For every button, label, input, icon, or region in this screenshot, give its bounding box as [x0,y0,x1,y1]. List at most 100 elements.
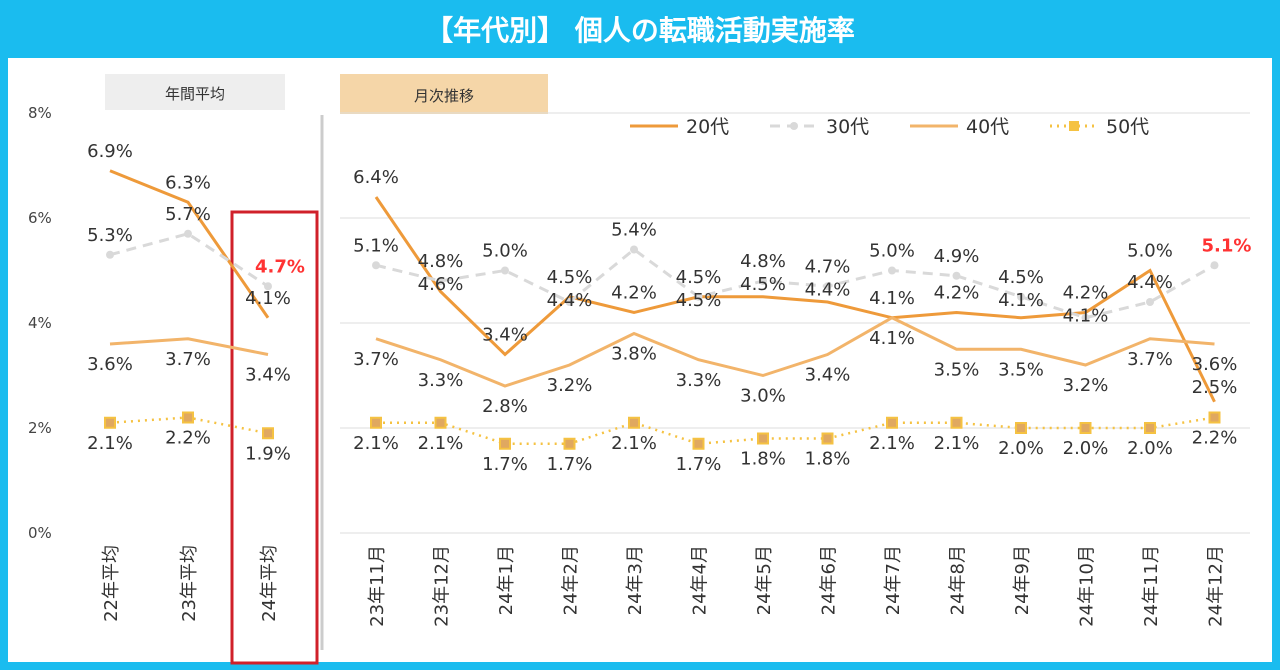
x-tick-label: 24年10月 [1077,545,1098,627]
data-label: 4.8% [418,251,464,272]
x-tick-label: 24年12月 [1206,545,1227,627]
x-tick-label: 23年平均 [179,545,200,622]
data-point [823,282,832,291]
data-point [694,292,703,301]
data-label: 2.1% [353,433,399,454]
panel-label-annual: 年間平均 [165,85,225,103]
data-point [184,229,192,238]
y-tick-label: 8% [28,104,52,122]
chart-title: 【年代別】 個人の転職活動実施率 [0,0,1280,58]
data-label: 3.6% [1192,354,1238,375]
data-point [182,411,194,424]
data-label: 5.7% [165,204,211,225]
x-tick-label: 24年平均 [259,545,280,622]
y-tick-label: 0% [28,524,52,542]
series-line-40代 [109,337,269,356]
data-point [628,416,640,429]
data-label: 4.7% [805,256,851,277]
x-tick-label: 24年6月 [819,545,840,615]
data-label: 4.5% [998,267,1044,288]
data-label: 3.7% [1127,349,1173,370]
data-point [262,427,274,440]
data-label: 4.5% [740,274,786,295]
data-point [1081,313,1090,322]
x-tick-label: 24年4月 [690,545,711,615]
x-tick-label: 22年平均 [101,545,122,622]
data-label: 4.5% [547,267,593,288]
data-label: 4.2% [611,283,657,304]
data-label: 4.7% [255,256,305,277]
data-point [370,416,382,429]
x-tick-label: 24年3月 [625,545,646,615]
data-label: 5.4% [611,220,657,241]
data-label: 5.1% [353,235,399,256]
data-label: 4.1% [998,290,1044,311]
data-label: 2.5% [1192,377,1238,398]
data-point [952,271,961,280]
data-label: 3.4% [482,325,528,346]
legend-marker [1069,121,1079,131]
x-tick-label: 24年5月 [754,545,775,615]
data-label: 2.1% [418,433,464,454]
data-label: 2.0% [998,438,1044,459]
data-point [692,437,705,450]
data-label: 2.1% [934,433,980,454]
data-label: 6.4% [353,167,399,188]
data-label: 3.7% [165,349,211,370]
data-point [372,261,380,270]
legend-marker [790,122,798,130]
x-tick-label: 24年9月 [1012,545,1033,615]
data-label: 2.2% [165,428,211,449]
data-point [950,416,963,429]
legend-label: 30代 [826,116,869,138]
data-label: 2.1% [869,433,915,454]
data-label: 3.8% [611,344,657,365]
data-label: 2.1% [611,433,657,454]
data-label: 3.4% [245,365,291,386]
data-label: 4.1% [1063,306,1109,327]
data-label: 3.7% [353,349,399,370]
data-label: 5.0% [869,241,915,262]
data-label: 1.7% [482,454,528,475]
data-label: 4.5% [676,290,722,311]
data-label: 3.5% [998,359,1044,380]
data-label: 3.3% [676,370,722,391]
x-tick-label: 24年1月 [496,545,517,615]
data-point [1079,422,1092,434]
legend-label: 20代 [686,116,729,138]
y-tick-label: 6% [28,209,52,227]
data-label: 1.8% [740,449,786,470]
data-label: 3.2% [547,375,593,396]
panel-label-bg [340,74,548,114]
data-point [1210,261,1219,270]
data-label: 3.5% [934,359,980,380]
y-tick-label: 2% [28,419,52,437]
x-tick-label: 23年12月 [432,545,453,627]
highlight-box [230,210,319,665]
data-label: 3.6% [87,354,133,375]
data-label: 4.4% [1127,272,1173,293]
data-label: 4.2% [934,283,980,304]
data-point [886,416,898,429]
data-label: 1.8% [805,449,851,470]
data-label: 6.3% [165,172,211,193]
data-label: 2.0% [1063,438,1109,459]
legend-label: 40代 [966,116,1009,138]
data-label: 1.7% [676,454,722,475]
data-point [264,282,272,291]
y-tick-label: 4% [28,314,52,332]
data-point [436,277,445,285]
data-point [1144,422,1156,434]
data-label: 4.8% [740,251,786,272]
data-point [821,432,834,445]
panel-label-monthly: 月次推移 [414,87,474,105]
data-point [1208,411,1221,424]
data-point [888,266,896,275]
series-line-30代 [109,232,269,288]
data-label: 3.2% [1063,375,1109,396]
legend-label: 50代 [1106,116,1149,138]
data-label: 4.9% [934,246,980,267]
data-point [1015,422,1027,434]
data-label: 4.1% [245,288,291,309]
